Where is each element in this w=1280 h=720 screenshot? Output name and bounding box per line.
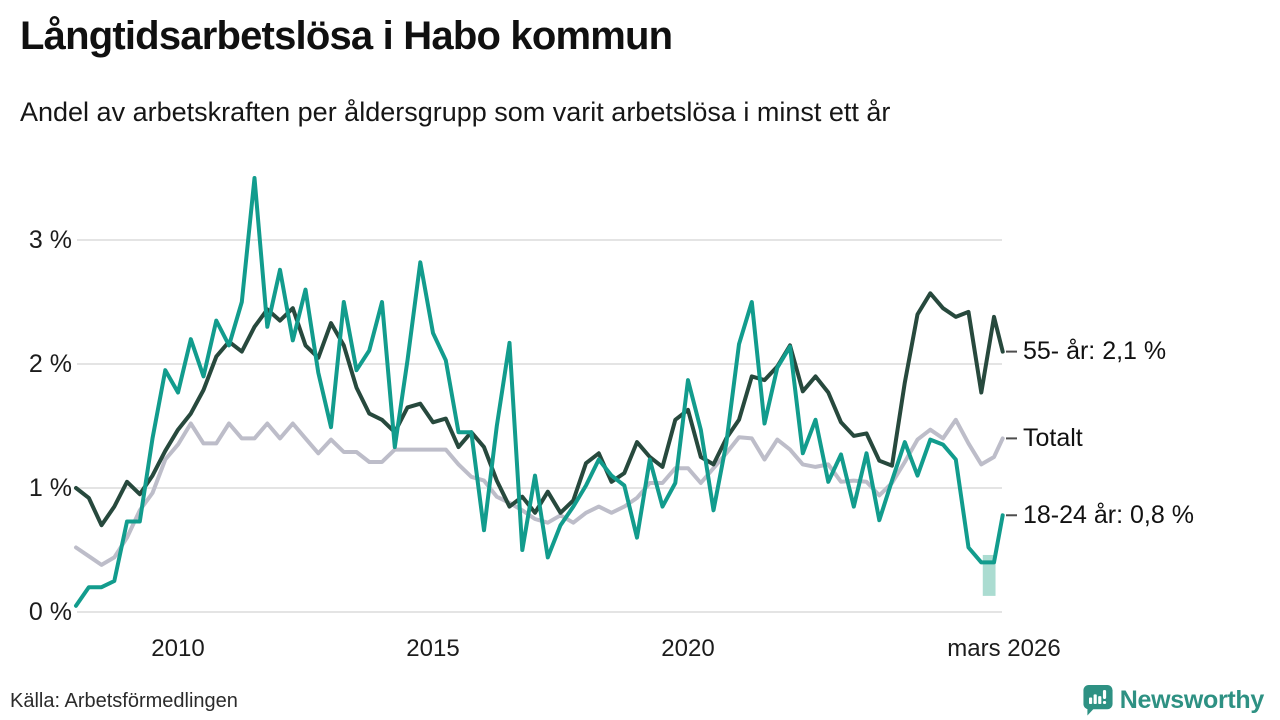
series-line-18-24r (74, 176, 1005, 608)
y-axis-tick-0: 0 % (28, 598, 72, 626)
x-axis-tick-2015: 2015 (406, 635, 460, 662)
y-axis-tick-3: 3 % (28, 226, 72, 254)
x-axis-tick-2010: 2010 (151, 635, 205, 662)
x-axis-tick-mars-2026: mars 2026 (947, 635, 1061, 662)
source-note: Källa: Arbetsförmedlingen (10, 690, 238, 712)
series-end-label-totalt: Totalt (1023, 424, 1083, 452)
bar-chart-speech-bubble-icon (1083, 685, 1113, 716)
x-axis-tick-2020: 2020 (661, 635, 715, 662)
series-end-label-18-24-ar: 18-24 år: 0,8 % (1023, 501, 1194, 529)
y-axis-tick-2: 2 % (28, 350, 72, 378)
page-subtitle: Andel av arbetskraften per åldersgrupp s… (20, 97, 891, 127)
y-axis-tick-1: 1 % (28, 474, 72, 502)
page-title: Långtidsarbetslösa i Habo kommun (20, 14, 673, 58)
brand-wordmark: Newsworthy (1119, 685, 1265, 714)
series-end-label-55-ar: 55- år: 2,1 % (1023, 337, 1167, 365)
preliminary-data-band (982, 554, 996, 596)
newsworthy-logo: Newsworthy (1083, 684, 1264, 716)
